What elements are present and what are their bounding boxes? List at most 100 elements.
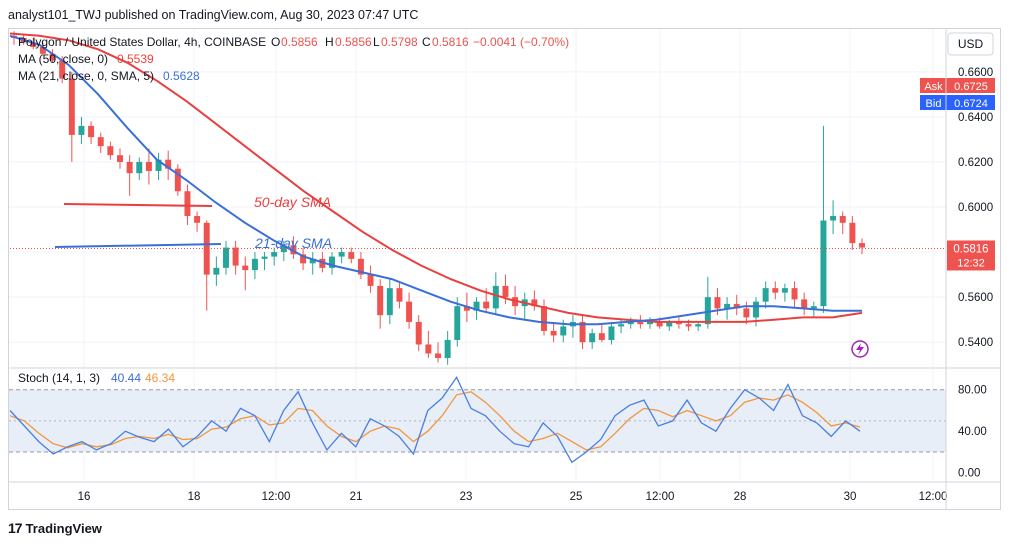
candle-body [194, 216, 201, 223]
candle-body [483, 301, 490, 309]
ohlc-change: −0.0041 (−0.70%) [473, 35, 569, 49]
last-price-value: 0.5816 [953, 243, 988, 255]
flash-alert-icon[interactable] [851, 340, 869, 358]
candle-body [88, 125, 95, 138]
publish-header: analyst101_TWJ published on TradingView.… [0, 0, 1011, 30]
stoch-band-group [9, 389, 946, 453]
candle-body [184, 191, 191, 217]
candle-body [232, 247, 239, 266]
candle-body [598, 333, 605, 340]
symbol-title: Polygon / United States Dollar, 4h, COIN… [18, 35, 266, 49]
candle-body [859, 243, 865, 248]
candle-body [309, 258, 316, 264]
ma50-line [9, 32, 863, 323]
candle-body [666, 321, 673, 327]
candle-body [435, 353, 441, 358]
candle-body [714, 297, 721, 309]
ohlc-h-value: 0.5856 [335, 35, 372, 49]
time-tick-label: 18 [188, 491, 201, 503]
candle-body [348, 252, 355, 259]
ma50-legend-label: MA (50, close, 0) [18, 52, 108, 66]
ma21-legend-value: 0.5628 [163, 69, 200, 83]
candle-body [531, 299, 538, 307]
candle-body [223, 247, 229, 268]
stoch-d-line [9, 391, 861, 451]
candle-body [97, 137, 104, 147]
candle-body [367, 274, 374, 286]
candle-body [743, 308, 750, 318]
candle-body [733, 303, 740, 309]
stoch-d-value: 46.34 [145, 371, 175, 385]
ohlc-l-label: L [373, 35, 380, 49]
candle-body [685, 324, 692, 327]
ask-badge: Ask 0.6725 [920, 78, 995, 93]
candle-body [396, 288, 403, 302]
candle-body [839, 216, 846, 223]
time-tick-label: 16 [78, 491, 91, 503]
candle-body [329, 256, 335, 268]
candle-body [49, 53, 56, 61]
candle-body [801, 299, 808, 309]
candle-body [319, 258, 326, 268]
currency-button[interactable]: USD [947, 32, 994, 56]
candle-body [290, 245, 297, 255]
tradingview-brand: TradingView [25, 520, 102, 536]
candle-body [656, 321, 663, 327]
candle-body [675, 321, 682, 325]
candle-body [637, 321, 644, 325]
bid-label: Bid [926, 98, 942, 110]
candle-body [78, 125, 85, 135]
price-tick-label: 0.6200 [958, 157, 993, 169]
candle-body [136, 161, 143, 174]
candle-body [39, 47, 46, 54]
candle-body [473, 301, 480, 311]
time-tick-label: 12:00 [262, 491, 291, 503]
candle-body [560, 326, 567, 336]
candle-body [502, 285, 509, 298]
time-tick-label: 23 [460, 491, 473, 503]
candle-body [300, 254, 307, 264]
ohlc-o-value: 0.5856 [281, 35, 318, 49]
stoch-legend: Stoch (14, 1, 3) 40.44 46.34 [18, 371, 175, 385]
last-price-badge: 0.5816 12:32 [947, 240, 995, 271]
candle-body [810, 306, 817, 309]
bid-badge: Bid 0.6724 [920, 95, 995, 110]
candle-body [213, 267, 220, 275]
price-tick-label: 0.6400 [958, 112, 993, 124]
candle-body [203, 222, 210, 275]
candle-body [772, 288, 779, 293]
time-tick-label: 12:00 [646, 491, 675, 503]
candle-body [820, 220, 827, 307]
ohlc-h-label: H [325, 35, 334, 49]
candle-body [261, 256, 268, 259]
stoch-tick-label: 40.00 [958, 426, 987, 438]
stoch-tick-label: 0.00 [958, 468, 980, 480]
tradingview-footer[interactable]: 17 TradingView [8, 518, 102, 538]
ma50-annotation-text: 50-day SMA [254, 194, 331, 210]
candle-body [753, 301, 759, 318]
candle-body [338, 252, 345, 257]
ohlc-c-value: 0.5816 [432, 35, 469, 49]
candle-body [242, 265, 249, 271]
candle-body [117, 155, 123, 162]
candle-body [541, 306, 547, 331]
ohlc-c-label: C [422, 35, 431, 49]
price-tick-label: 0.5400 [958, 337, 993, 349]
ohlc-o-label: O [271, 35, 280, 49]
time-tick-label: 21 [350, 491, 363, 503]
candle-body [107, 146, 114, 156]
candle-body [579, 321, 586, 343]
candle-body [454, 306, 461, 340]
currency-label: USD [958, 37, 984, 51]
candle-body [271, 252, 278, 257]
ma21-line [9, 34, 862, 326]
price-axis: 0.66000.64000.62000.60000.58000.56000.54… [958, 67, 993, 480]
publish-info-text: analyst101_TWJ published on TradingView.… [8, 8, 419, 22]
candle-body [174, 168, 181, 192]
ohlc-l-value: 0.5798 [381, 35, 418, 49]
candle-body [444, 339, 451, 358]
candle-body [59, 60, 66, 79]
candle-body [155, 159, 162, 171]
candle-body [251, 258, 258, 271]
